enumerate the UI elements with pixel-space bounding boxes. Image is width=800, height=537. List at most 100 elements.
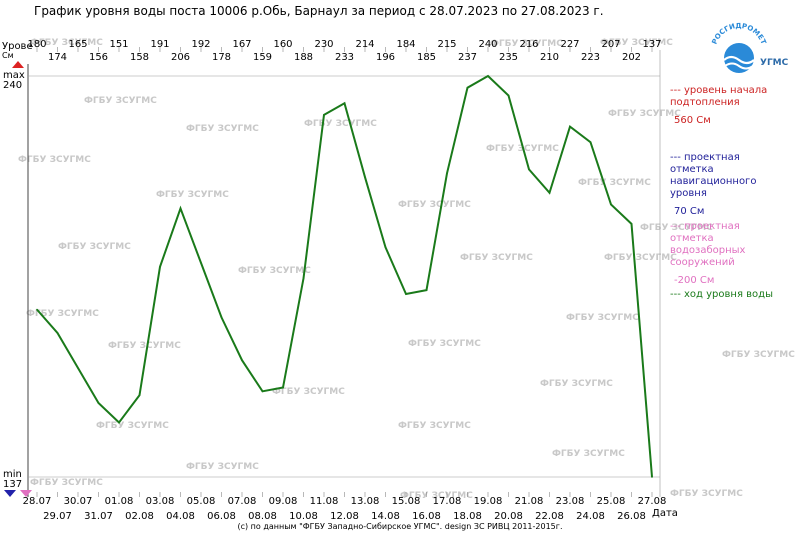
date-label: 24.08 [576, 511, 605, 522]
value-label: 188 [294, 52, 313, 63]
data-point [610, 203, 612, 206]
min-arrow-icon [4, 490, 16, 497]
date-label: 08.08 [248, 511, 277, 522]
date-label: 26.08 [617, 511, 646, 522]
watermark-text: ФГБУ ЗСУГМС [640, 223, 713, 233]
data-point [651, 476, 653, 478]
data-point [241, 359, 243, 362]
x-axis-label: Дата [652, 508, 678, 519]
logo-arc-text: РОСГИДРОМЕТ [710, 22, 767, 46]
value-label: 215 [437, 39, 456, 50]
watermark-text: ФГБУ ЗСУГМС [398, 421, 471, 431]
value-label: 191 [150, 39, 169, 50]
watermark-text: ФГБУ ЗСУГМС [670, 489, 743, 499]
legend-course: --- ход уровня воды [670, 289, 773, 301]
watermark-text: ФГБУ ЗСУГМС [26, 309, 99, 319]
max-value: 240 [3, 80, 23, 91]
value-label: 235 [499, 52, 518, 63]
watermark-text: ФГБУ ЗСУГМС [186, 462, 259, 472]
data-point [548, 191, 551, 194]
watermark-text: ФГБУ ЗСУГМС [490, 39, 563, 49]
date-label: 02.08 [125, 511, 154, 522]
value-label: 207 [601, 39, 620, 50]
chart-title: График уровня воды поста 10006 р.Обь, Ба… [34, 4, 604, 18]
data-point [118, 421, 120, 424]
watermark-text: ФГБУ ЗСУГМС [108, 341, 181, 351]
watermark-text: ФГБУ ЗСУГМС [552, 449, 625, 459]
value-label: 210 [540, 52, 559, 63]
logo-ugms-text: УГМС [760, 58, 789, 68]
value-labels: 1801741651561511581912061921781671591601… [27, 39, 661, 63]
legend-intake-value: -200 См [674, 275, 715, 286]
value-label: 216 [519, 39, 538, 50]
watermark-text: ФГБУ ЗСУГМС [156, 190, 229, 200]
date-label: 07.08 [228, 496, 257, 507]
data-point [507, 94, 510, 97]
legend-course-caption: --- ход уровня воды [670, 289, 773, 300]
y-axis-unit: См [2, 51, 14, 60]
value-label: 240 [478, 39, 497, 50]
date-label: 22.08 [535, 511, 564, 522]
value-label: 223 [581, 52, 600, 63]
watermark-text: ФГБУ ЗСУГМС [608, 109, 681, 119]
legend-navigation-caption: --- проектная отметка навигационного уро… [670, 152, 757, 199]
data-point [159, 265, 161, 268]
value-label: 184 [396, 39, 415, 50]
watermark-text: ФГБУ ЗСУГМС [186, 124, 259, 134]
data-point [487, 75, 489, 77]
date-label: 29.07 [43, 511, 72, 522]
watermark-text: ФГБУ ЗСУГМС [566, 313, 639, 323]
date-label: 05.08 [187, 496, 216, 507]
watermark-text: ФГБУ ЗСУГМС [30, 38, 103, 48]
data-point [220, 316, 223, 319]
value-label: 206 [171, 52, 190, 63]
watermark-text: ФГБУ ЗСУГМС [408, 339, 481, 349]
max-arrow-icon [12, 61, 24, 68]
value-label: 174 [48, 52, 67, 63]
data-point [589, 141, 592, 143]
date-labels: 28.07 29.07 30.07 31.07 01.08 02.08 03.08 04.08… [23, 496, 667, 522]
value-label: 180 [27, 39, 46, 50]
data-point [200, 262, 202, 264]
credit-footer: (с) по данным "ФГБУ Западно-Сибирское УГ… [237, 522, 563, 531]
data-point [569, 125, 571, 128]
data-point [384, 246, 387, 249]
value-label: 185 [417, 52, 436, 63]
data-point [425, 289, 428, 291]
date-label: 16.08 [412, 511, 441, 522]
legend-intake: --- проектная отметка водозаборных соору… [670, 221, 774, 287]
watermark-text: ФГБУ ЗСУГМС [540, 379, 613, 389]
data-point [77, 367, 79, 369]
date-label: 03.08 [146, 496, 175, 507]
date-label: 28.07 [23, 496, 52, 507]
value-label: 230 [314, 39, 333, 50]
intake-arrow-icon [20, 490, 32, 497]
watermark-text: ФГБУ ЗСУГМС [304, 119, 377, 129]
svg-text:РОСГИДРОМЕТ: РОСГИДРОМЕТ [710, 22, 767, 46]
watermark-text: ФГБУ ЗСУГМС [96, 421, 169, 431]
date-label: 14.08 [371, 511, 400, 522]
value-label: 214 [355, 39, 374, 50]
date-label: 18.08 [453, 511, 482, 522]
value-label: 233 [335, 52, 354, 63]
data-point [630, 223, 633, 225]
y-axis-label: Урове [2, 41, 33, 52]
watermark-text: ФГБУ ЗСУГМС [722, 350, 795, 360]
rosgidromet-logo-icon: РОСГИДРОМЕТ [710, 22, 768, 73]
date-label: 31.07 [84, 511, 113, 522]
watermark-text: ФГБУ ЗСУГМС [600, 38, 673, 48]
legend-intake-caption: --- проектная отметка водозаборных соору… [670, 221, 746, 268]
date-label: 27.08 [638, 496, 667, 507]
value-label: 202 [622, 52, 641, 63]
data-point [528, 168, 530, 171]
value-label: 237 [458, 52, 477, 63]
value-label: 192 [191, 39, 210, 50]
data-point [323, 114, 325, 116]
date-label: 17.08 [433, 496, 462, 507]
value-label: 167 [232, 39, 251, 50]
legend-flood: --- уровень начала подтопления 560 См [670, 85, 770, 127]
series-layer [36, 74, 653, 478]
date-label: 13.08 [351, 496, 380, 507]
watermark-text: ФГБУ ЗСУГМС [238, 266, 311, 276]
